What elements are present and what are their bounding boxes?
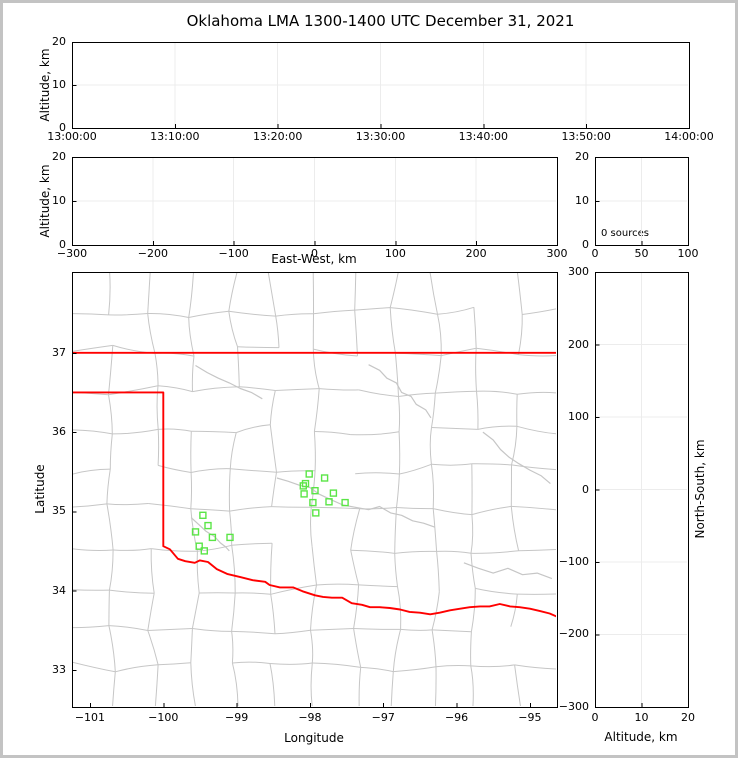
- y-tick-label: 35: [52, 504, 66, 518]
- source-count-annotation: 0 sources: [601, 228, 649, 239]
- x-tick-label: 100: [677, 247, 699, 260]
- y-tick-label: 20: [575, 150, 589, 163]
- map-xlabel: Longitude: [284, 731, 344, 745]
- x-tick-label: 10: [634, 711, 649, 724]
- x-tick-label: 200: [465, 247, 487, 260]
- x-tick-label: −100: [218, 247, 249, 260]
- y-tick-label: 0: [582, 238, 589, 251]
- panel-ns-height: [595, 272, 689, 708]
- x-tick-label: −95: [518, 711, 542, 724]
- x-tick-label: 0: [591, 711, 599, 724]
- source-marker: [301, 479, 310, 488]
- x-tick-label: 13:50:00: [561, 130, 611, 143]
- source-marker: [341, 498, 349, 507]
- y-tick-label: 33: [52, 662, 66, 676]
- panel-ew-height: [72, 157, 558, 246]
- y-tick-label: 0: [582, 482, 589, 496]
- x-tick-label: 13:10:00: [150, 130, 200, 143]
- x-tick-label: −98: [298, 711, 322, 724]
- y-tick-label: 0: [59, 238, 66, 251]
- source-marker: [325, 498, 333, 506]
- y-tick-label: 300: [568, 265, 589, 278]
- x-tick-label: 100: [384, 247, 406, 260]
- source-marker: [199, 511, 207, 520]
- source-marker: [208, 533, 217, 542]
- map-layers: [73, 273, 556, 706]
- y-tick-label: 0: [59, 121, 66, 134]
- panel-plan-view-map-svg: [72, 272, 558, 708]
- x-tick-label: −96: [444, 711, 469, 724]
- ew-panel-ylabel: Altitude, km: [38, 164, 52, 238]
- y-tick-label: 10: [575, 194, 589, 207]
- source-marker: [309, 498, 317, 507]
- y-tick-label: −200: [558, 627, 589, 641]
- x-tick-label: 300: [546, 247, 568, 260]
- y-tick-label: 37: [52, 345, 66, 359]
- x-tick-label: 14:00:00: [664, 130, 714, 143]
- x-tick-label: −101: [74, 711, 106, 724]
- source-marker: [191, 528, 200, 536]
- y-tick-label: 10: [52, 78, 66, 91]
- source-marker: [195, 542, 203, 550]
- y-tick-label: 200: [568, 337, 589, 351]
- panel-time-height-svg: [72, 42, 690, 129]
- panel-time-height: [72, 42, 690, 129]
- y-tick-label: 36: [52, 425, 66, 439]
- y-tick-label: −100: [558, 555, 589, 568]
- river-lines: [190, 364, 553, 580]
- x-tick-label: 20: [681, 711, 695, 724]
- x-tick-label: −300: [56, 247, 88, 260]
- ns-panel-xlabel: Altitude, km: [604, 730, 678, 744]
- state-border-lines: [73, 351, 556, 618]
- y-tick-label: 20: [52, 35, 66, 48]
- panel-alt-histogram: [595, 157, 689, 246]
- source-marker: [204, 521, 212, 530]
- time-panel-ylabel: Altitude, km: [38, 48, 52, 122]
- y-tick-label: 20: [52, 150, 66, 163]
- x-tick-label: −97: [371, 711, 395, 724]
- county-boundary-lines: [73, 273, 556, 706]
- source-marker: [329, 489, 338, 497]
- source-marker: [320, 474, 329, 482]
- x-tick-label: 13:40:00: [458, 130, 509, 143]
- panel-ns-height-svg: [595, 272, 689, 708]
- source-marker: [226, 533, 234, 542]
- x-tick-label: −100: [148, 711, 179, 724]
- x-tick-label: 0: [591, 247, 599, 260]
- x-tick-label: 50: [634, 247, 649, 260]
- ew-panel-xlabel: East-West, km: [271, 252, 357, 266]
- x-tick-label: 13:30:00: [355, 130, 406, 143]
- y-tick-label: 100: [568, 409, 589, 423]
- source-marker: [299, 482, 308, 490]
- panel-plan-view-map: [72, 272, 558, 708]
- x-tick-label: −200: [137, 247, 168, 260]
- x-tick-label: 13:00:00: [47, 130, 97, 143]
- x-tick-label: −99: [224, 711, 249, 724]
- y-tick-label: −300: [558, 700, 589, 713]
- ns-panel-ylabel: North-South, km: [693, 439, 707, 539]
- source-marker: [311, 486, 319, 495]
- y-tick-label: 34: [52, 583, 66, 597]
- source-marker: [200, 547, 209, 555]
- panel-ew-height-svg: [72, 157, 558, 246]
- source-marker: [305, 470, 313, 478]
- map-ylabel: Latitude: [33, 464, 47, 514]
- source-marker: [300, 490, 308, 498]
- source-markers: [191, 470, 349, 555]
- source-marker: [312, 509, 320, 517]
- x-tick-label: 13:20:00: [252, 130, 303, 143]
- panel-alt-histogram-svg: [595, 157, 689, 246]
- figure-title: Oklahoma LMA 1300-1400 UTC December 31, …: [186, 12, 575, 30]
- x-tick-label: 0: [311, 247, 318, 260]
- y-tick-label: 10: [52, 194, 66, 207]
